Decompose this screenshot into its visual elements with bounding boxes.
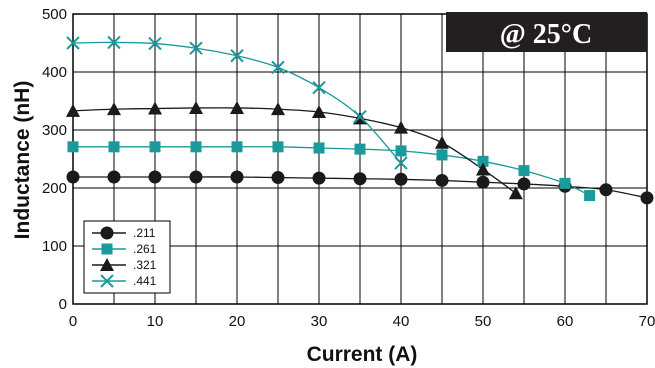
data-point-261 [518,165,530,177]
legend-marker-211 [100,226,114,240]
data-point-261 [477,155,489,167]
x-tick-label: 40 [393,313,410,330]
x-tick-label: 70 [639,313,655,330]
x-tick-label: 60 [557,313,574,330]
data-point-321 [394,120,408,134]
x-tick-label: 10 [147,313,164,330]
data-point-211 [107,170,121,184]
x-tick-label: 0 [69,313,77,330]
y-tick-label: 200 [42,180,67,197]
legend: .211 .261 .321 .441 [83,220,171,294]
data-point-321 [435,135,449,149]
tick-labels: 0 10 20 30 40 50 60 70 0 100 200 300 400 500 [42,6,655,330]
data-point-441 [394,156,408,170]
series-markers [66,35,654,205]
data-point-211 [271,171,285,185]
legend-marker-321 [100,258,114,271]
y-tick-label: 300 [42,122,67,139]
x-tick-label: 30 [311,313,328,330]
data-point-441 [66,36,80,50]
data-point-261 [67,141,79,153]
gridlines [72,13,648,305]
legend-label-261: .261 [133,242,157,256]
data-point-211 [517,177,531,191]
data-point-261 [354,143,366,155]
y-tick-label: 500 [42,6,67,23]
data-point-211 [640,191,654,205]
data-point-211 [599,183,613,197]
data-point-261 [149,141,161,153]
data-point-211 [312,171,326,185]
data-point-321 [312,105,326,119]
y-tick-label: 400 [42,64,67,81]
data-point-211 [394,172,408,186]
data-point-261 [584,190,596,202]
y-tick-label: 100 [42,238,67,255]
data-point-211 [476,175,490,189]
data-point-441 [107,35,121,50]
data-point-441 [312,80,326,95]
legend-marker-261 [101,243,113,255]
x-tick-label: 50 [475,313,492,330]
data-point-211 [148,170,162,184]
data-point-441 [271,60,285,75]
legend-marker-441 [100,274,114,288]
x-axis-label: Current (A) [307,343,418,366]
data-point-211 [66,170,80,184]
data-point-321 [230,100,244,114]
data-point-321 [148,101,162,115]
x-tick-label: 20 [229,313,246,330]
data-point-321 [476,162,490,176]
legend-box [83,220,171,294]
data-point-441 [189,41,203,55]
data-point-211 [230,170,244,184]
data-point-261 [395,145,407,157]
data-point-441 [353,109,367,124]
data-point-321 [271,102,285,116]
data-point-261 [313,142,325,154]
data-point-261 [190,141,202,153]
data-point-211 [189,170,203,184]
y-axis-label: Inductance (nH) [11,81,34,240]
data-point-261 [559,177,571,189]
data-point-261 [108,141,120,153]
legend-label-321: .321 [133,258,157,272]
data-point-321 [189,100,203,114]
data-point-441 [230,49,244,63]
data-point-211 [353,172,367,186]
data-point-321 [107,102,121,116]
data-point-441 [148,36,162,51]
data-point-321 [508,186,523,200]
temperature-annotation-text: @ 25°C [500,19,592,50]
legend-label-441: .441 [133,274,157,288]
temperature-annotation: @ 25°C [446,12,647,52]
data-point-321 [66,103,80,117]
legend-label-211: .211 [133,226,156,240]
data-point-261 [436,149,448,161]
data-point-211 [435,173,449,187]
y-tick-label: 0 [59,296,67,313]
data-point-261 [272,141,284,153]
temperature-annotation-box [446,12,647,52]
plot-frame [72,13,648,305]
data-point-261 [231,141,243,153]
